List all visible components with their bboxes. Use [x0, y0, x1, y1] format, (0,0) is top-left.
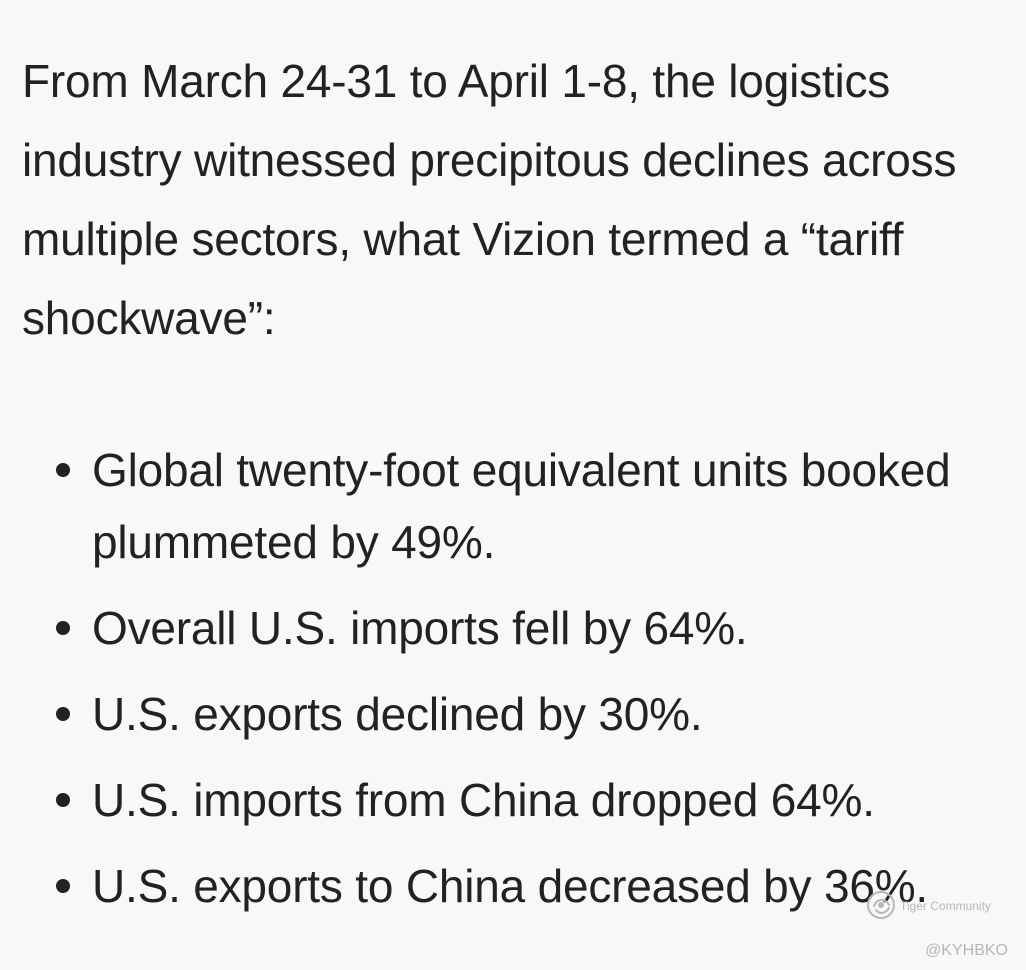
- list-item-text: U.S. imports from China dropped 64%.: [92, 774, 875, 826]
- decline-list: Global twenty-foot equivalent units book…: [22, 434, 1002, 922]
- list-item: Global twenty-foot equivalent units book…: [22, 434, 1002, 578]
- bullet-icon: [56, 463, 70, 477]
- list-item: U.S. exports to China decreased by 36%.: [22, 850, 1002, 922]
- bullet-icon: [56, 879, 70, 893]
- watermark-handle: @KYHBKO: [925, 942, 1008, 959]
- intro-paragraph: From March 24-31 to April 1-8, the logis…: [22, 55, 957, 344]
- list-item-text: Overall U.S. imports fell by 64%.: [92, 602, 748, 654]
- list-item-text: U.S. exports declined by 30%.: [92, 688, 703, 740]
- list-item: Overall U.S. imports fell by 64%.: [22, 592, 1002, 664]
- watermark-brand: Tiger Community: [900, 899, 991, 913]
- tiger-community-watermark: Tiger Community @KYHBKO: [858, 888, 1008, 960]
- bullet-icon: [56, 793, 70, 807]
- list-item: U.S. exports declined by 30%.: [22, 678, 1002, 750]
- tiger-community-logo-icon: [867, 891, 895, 919]
- list-item-text: U.S. exports to China decreased by 36%.: [92, 860, 928, 912]
- bullet-icon: [56, 707, 70, 721]
- list-item-text: Global twenty-foot equivalent units book…: [92, 444, 951, 568]
- bullet-icon: [56, 621, 70, 635]
- document-content: From March 24-31 to April 1-8, the logis…: [22, 42, 1012, 912]
- list-item: U.S. imports from China dropped 64%.: [22, 764, 1002, 836]
